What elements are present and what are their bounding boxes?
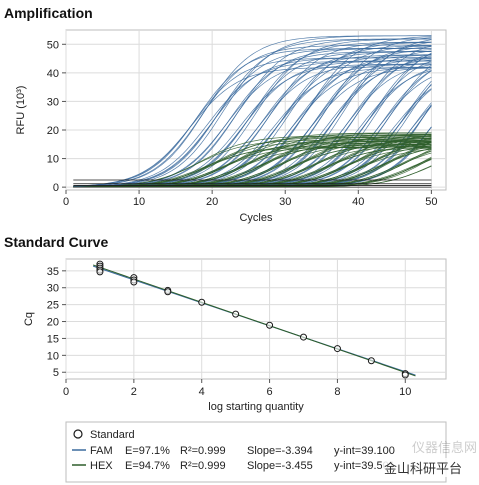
standard-curve-point	[130, 278, 138, 286]
amplification-y-tick-label: 30	[47, 96, 59, 108]
standard-curve-y-label: Cq	[23, 312, 35, 326]
amplification-axes: 0 10 20 30 40 50 0 10 20 30 40 50	[47, 39, 438, 208]
standard-curve-fit-lines	[92, 264, 416, 377]
amplification-y-tick-label: 40	[47, 68, 59, 80]
standard-curve-y-tick-label: 25	[47, 300, 59, 312]
legend-standard-label: Standard	[90, 429, 135, 441]
standard-curve-point	[300, 333, 307, 341]
amplification-title: Amplification	[4, 5, 93, 21]
standard-curve-y-tick-label: 10	[47, 350, 59, 362]
legend-fam-r2: R²=0.999	[180, 445, 226, 457]
standard-curve-x-tick-label: 2	[131, 386, 137, 398]
legend-hex-efficiency: E=94.7%	[125, 460, 170, 472]
legend-fam-efficiency: E=97.1%	[125, 445, 170, 457]
legend-hex-slope: Slope=-3.455	[247, 460, 313, 472]
amplification-x-tick-label: 20	[206, 196, 218, 208]
standard-curve-point	[96, 268, 104, 276]
standard-curve-x-tick-label: 10	[399, 386, 411, 398]
standard-curve-x-tick-label: 6	[267, 386, 273, 398]
standard-curve-chart: Standard Curve 5 10 15 20 25 30 35 0 2 4 6 8 10 log …	[4, 234, 447, 413]
amplification-x-label: Cycles	[239, 212, 273, 224]
watermark-backdrop	[382, 458, 479, 477]
amplification-x-tick-label: 10	[133, 196, 145, 208]
legend-hex-name: HEX	[90, 460, 113, 472]
standard-curve-x-tick-label: 0	[63, 386, 69, 398]
standard-curve-point	[198, 298, 206, 306]
standard-curve-title: Standard Curve	[4, 234, 108, 250]
amplification-y-tick-label: 0	[53, 182, 59, 194]
amplification-y-tick-label: 20	[47, 125, 59, 137]
standard-curve-y-tick-label: 5	[53, 367, 59, 379]
amplification-curve	[73, 66, 432, 187]
legend-fam-slope: Slope=-3.394	[247, 445, 313, 457]
standard-curve-point	[232, 310, 240, 318]
standard-curve-plot-area	[65, 258, 447, 380]
legend-hex-yint: y-int=39.501	[334, 460, 395, 472]
standard-curve-y-tick-label: 20	[47, 317, 59, 329]
amplification-curve	[73, 51, 432, 188]
standard-curve-points	[96, 260, 409, 379]
standard-curve-x-label: log starting quantity	[208, 401, 304, 413]
amplification-chart: Amplification 0 10 20 30 40 50 0 10 20 30 40 50 Cyc…	[4, 5, 447, 224]
legend: Standard FAM E=97.1% R²=0.999 Slope=-3.3…	[65, 421, 447, 483]
standard-curve-fit-line	[92, 264, 416, 377]
standard-curve-y-tick-label: 15	[47, 333, 59, 345]
legend-standard-marker	[73, 429, 83, 439]
standard-curve-y-tick-label: 30	[47, 283, 59, 295]
standard-curve-x-tick-label: 4	[199, 386, 205, 398]
standard-curve-point	[333, 345, 341, 353]
amplification-y-tick-label: 50	[47, 39, 59, 51]
amplification-y-label: RFU (10³)	[15, 86, 27, 135]
amplification-x-tick-label: 40	[352, 196, 364, 208]
standard-curve-x-tick-label: 8	[334, 386, 340, 398]
amplification-y-tick-label: 10	[47, 154, 59, 166]
watermark-text-1: 仪器信息网	[412, 440, 477, 456]
standard-curve-point	[401, 371, 409, 379]
watermark-text-2: 金山科研平台	[384, 461, 462, 477]
standard-curve-point	[266, 321, 274, 329]
standard-curve-y-tick-label: 35	[47, 266, 59, 278]
legend-fam-yint: y-int=39.100	[334, 445, 395, 457]
amplification-curves	[73, 35, 432, 188]
amplification-x-tick-label: 0	[63, 196, 69, 208]
standard-curve-grid	[65, 259, 446, 379]
legend-hex-r2: R²=0.999	[180, 460, 226, 472]
amplification-x-tick-label: 50	[425, 196, 437, 208]
watermark: 仪器信息网 金山科研平台	[382, 440, 479, 477]
standard-curve-point	[164, 288, 172, 296]
standard-curve-axes: 5 10 15 20 25 30 35 0 2 4 6 8 10	[47, 266, 412, 398]
amplification-x-tick-label: 30	[279, 196, 291, 208]
standard-curve-point	[367, 357, 375, 365]
legend-fam-name: FAM	[90, 445, 113, 457]
